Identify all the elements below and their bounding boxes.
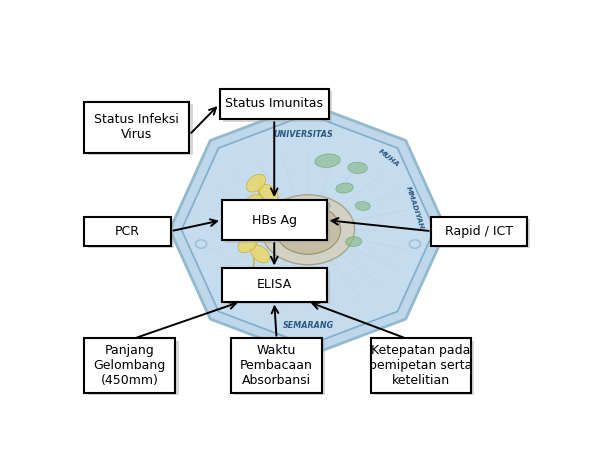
Ellipse shape [238, 235, 257, 253]
FancyBboxPatch shape [84, 217, 171, 246]
Text: Status Imunitas: Status Imunitas [225, 97, 323, 111]
FancyBboxPatch shape [222, 200, 327, 240]
Ellipse shape [346, 237, 362, 247]
Text: Ketepatan pada
pemipetan serta
ketelitian: Ketepatan pada pemipetan serta ketelitia… [369, 344, 472, 387]
FancyBboxPatch shape [374, 341, 474, 395]
Polygon shape [169, 103, 447, 356]
Text: HBs Ag: HBs Ag [252, 214, 297, 227]
FancyBboxPatch shape [432, 217, 527, 246]
FancyBboxPatch shape [435, 219, 530, 248]
Ellipse shape [256, 205, 275, 222]
Text: SEMARANG: SEMARANG [282, 321, 334, 329]
Circle shape [275, 205, 341, 254]
FancyBboxPatch shape [223, 91, 332, 122]
Polygon shape [182, 114, 435, 345]
Ellipse shape [244, 194, 263, 212]
Ellipse shape [259, 184, 278, 202]
FancyBboxPatch shape [88, 104, 192, 155]
Text: PCR: PCR [115, 225, 140, 238]
FancyBboxPatch shape [222, 268, 327, 302]
Text: Rapid / ICT: Rapid / ICT [445, 225, 513, 238]
Ellipse shape [355, 202, 370, 210]
Text: Panjang
Gelombang
(450mm): Panjang Gelombang (450mm) [94, 344, 166, 387]
FancyBboxPatch shape [225, 271, 330, 304]
Ellipse shape [315, 154, 340, 167]
Ellipse shape [317, 202, 330, 210]
FancyBboxPatch shape [219, 89, 329, 119]
Ellipse shape [241, 215, 260, 233]
FancyBboxPatch shape [84, 339, 175, 393]
Circle shape [261, 195, 355, 265]
Ellipse shape [254, 225, 272, 243]
Ellipse shape [251, 245, 270, 263]
Text: MMADIYAH: MMADIYAH [405, 186, 425, 231]
Ellipse shape [246, 174, 266, 192]
Text: UNIVERSITAS: UNIVERSITAS [273, 130, 333, 139]
FancyBboxPatch shape [231, 339, 322, 393]
FancyBboxPatch shape [84, 102, 189, 153]
Ellipse shape [336, 183, 353, 193]
FancyBboxPatch shape [88, 341, 178, 395]
FancyBboxPatch shape [88, 219, 174, 248]
Text: Status Infeksi
Virus: Status Infeksi Virus [94, 113, 179, 142]
Ellipse shape [348, 162, 367, 173]
FancyBboxPatch shape [371, 339, 471, 393]
FancyBboxPatch shape [234, 341, 325, 395]
Text: Waktu
Pembacaan
Absorbansi: Waktu Pembacaan Absorbansi [240, 344, 313, 387]
FancyBboxPatch shape [225, 202, 330, 243]
Text: ELISA: ELISA [257, 278, 292, 292]
Text: MUHA: MUHA [377, 148, 400, 168]
